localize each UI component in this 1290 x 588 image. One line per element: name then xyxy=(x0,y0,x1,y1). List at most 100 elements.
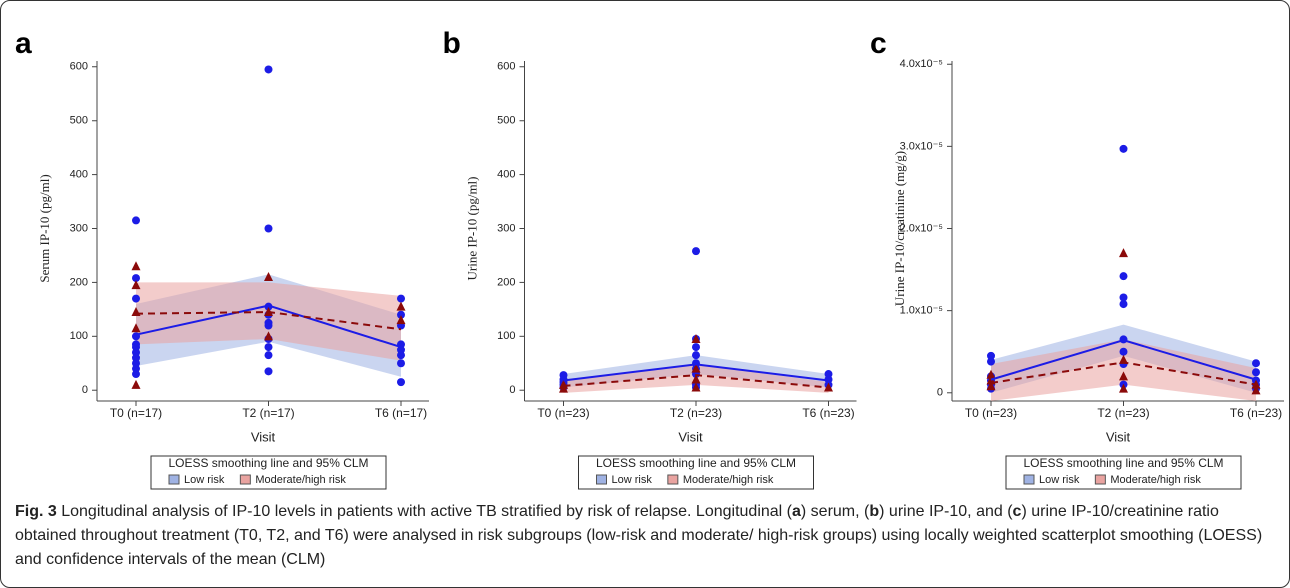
y-tick-label: 500 xyxy=(70,115,88,127)
caption-text: ) serum, ( xyxy=(800,503,870,520)
y-tick-label: 300 xyxy=(70,222,88,234)
point xyxy=(1119,383,1128,393)
point xyxy=(691,382,701,392)
caption-text: Longitudinal analysis of IP-10 levels in… xyxy=(61,503,792,520)
legend-label: Moderate/high risk xyxy=(683,474,774,486)
y-tick-label: 100 xyxy=(497,330,515,342)
caption-text: b xyxy=(869,503,880,520)
x-tick-label: T0 (n=23) xyxy=(965,406,1017,420)
caption: Fig. 3 Longitudinal analysis of IP-10 le… xyxy=(15,500,1277,572)
point xyxy=(397,359,405,368)
x-axis-label: Visit xyxy=(1106,429,1131,444)
y-tick-label: 400 xyxy=(497,169,515,181)
y-tick-label: 4.0x10⁻⁵ xyxy=(900,58,943,70)
y-tick-label: 0 xyxy=(509,384,515,396)
loess-line xyxy=(563,374,829,389)
y-tick-label: 500 xyxy=(497,115,515,127)
x-tick-label: T2 (n=17) xyxy=(242,406,294,420)
point xyxy=(986,381,996,391)
charts: a 0 100 200 300 400 500 600 T0 (n=17) T2 (n=17) T6… xyxy=(15,27,1284,490)
x-axis-label: Visit xyxy=(678,429,703,444)
point xyxy=(1252,359,1260,368)
x-tick-label: T6 (n=17) xyxy=(375,406,427,420)
legend-label: Moderate/high risk xyxy=(1110,474,1201,486)
y-tick-label: 3.0x10⁻⁵ xyxy=(900,140,943,152)
loess-line xyxy=(990,339,1257,381)
point xyxy=(132,274,140,283)
point xyxy=(986,369,996,379)
loess-line xyxy=(563,363,829,382)
point xyxy=(987,357,995,366)
point xyxy=(397,310,405,319)
point xyxy=(397,378,405,387)
y-tick-label: 100 xyxy=(70,330,88,342)
point xyxy=(264,351,273,360)
point xyxy=(692,247,700,256)
caption-text: c xyxy=(1012,503,1022,520)
point xyxy=(1119,347,1128,356)
caption-text: a xyxy=(792,503,801,520)
caption-text: ) urine IP-10, and ( xyxy=(879,503,1013,520)
y-tick-label: 1.0x10⁻⁵ xyxy=(900,305,943,317)
point xyxy=(131,379,141,389)
point xyxy=(397,351,405,360)
clm-band xyxy=(991,339,1256,401)
point xyxy=(264,321,273,330)
point xyxy=(132,370,140,379)
y-tick-label: 0 xyxy=(937,387,943,399)
legend-swatch xyxy=(239,474,251,485)
legend-box xyxy=(578,455,814,490)
point xyxy=(1251,385,1261,395)
legend-swatch xyxy=(1094,474,1106,485)
point xyxy=(1119,300,1128,309)
legend-label: Low risk xyxy=(1039,474,1080,486)
point xyxy=(1119,371,1128,381)
point xyxy=(131,323,141,333)
x-tick-label: T2 (n=23) xyxy=(1097,406,1149,420)
point xyxy=(264,331,273,341)
x-axis-label: Visit xyxy=(251,429,276,444)
point xyxy=(1119,248,1128,258)
y-tick-label: 200 xyxy=(70,276,88,288)
caption-label: Fig. 3 xyxy=(15,503,57,520)
point xyxy=(264,65,273,74)
point xyxy=(559,383,568,393)
legend-box xyxy=(150,455,387,490)
loess-line xyxy=(135,311,402,331)
point xyxy=(264,367,273,376)
point xyxy=(264,343,273,352)
legend-title: LOESS smoothing line and 95% CLM xyxy=(1023,456,1223,470)
legend-title: LOESS smoothing line and 95% CLM xyxy=(596,456,796,470)
legend-swatch xyxy=(667,474,679,485)
legend-swatch xyxy=(168,474,180,485)
point xyxy=(691,334,701,344)
point xyxy=(691,363,701,373)
point xyxy=(264,302,273,311)
x-tick-label: T0 (n=17) xyxy=(110,406,162,420)
point xyxy=(131,261,141,271)
y-tick-label: 0 xyxy=(82,384,88,396)
point xyxy=(396,301,406,311)
panel-label: b xyxy=(443,27,461,60)
y-tick-label: 200 xyxy=(497,276,515,288)
point xyxy=(1119,354,1128,364)
legend-label: Low risk xyxy=(184,474,225,486)
legend-box xyxy=(1005,455,1242,490)
point xyxy=(1119,293,1128,302)
caption-text: ) urine IP-10/creatinine ratio obtained … xyxy=(15,503,1263,568)
x-tick-label: T2 (n=23) xyxy=(670,406,722,420)
y-axis-label: Urine IP-10 (pg/ml) xyxy=(464,177,479,281)
x-tick-label: T6 (n=23) xyxy=(802,406,854,420)
y-axis-label: Serum IP-10 (pg/ml) xyxy=(37,174,52,282)
panel-label: a xyxy=(15,27,32,60)
point xyxy=(692,351,700,360)
y-tick-label: 400 xyxy=(70,169,88,181)
y-tick-label: 300 xyxy=(497,222,515,234)
loess-line xyxy=(135,304,402,349)
y-axis-label: Urine IP-10/creatinine (mg/g) xyxy=(892,151,907,306)
point xyxy=(1119,144,1128,153)
point xyxy=(692,343,700,352)
point xyxy=(1252,368,1260,377)
point xyxy=(264,224,273,233)
